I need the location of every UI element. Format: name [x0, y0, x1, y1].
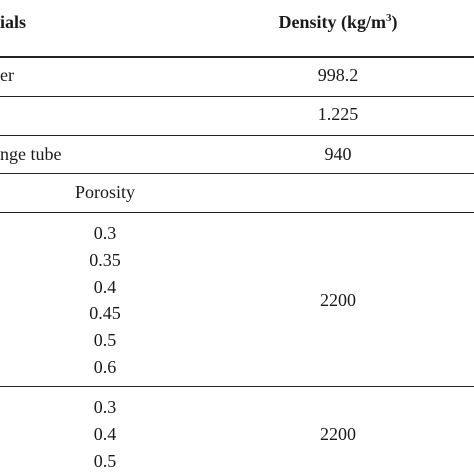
group1-density: 2200 [320, 290, 356, 310]
header-density-close: ) [391, 12, 398, 32]
group2-porosity: 0.3 [93, 397, 117, 417]
header-density-text: Density (kg/m [278, 12, 387, 32]
group1-porosity: 0.3 [93, 223, 117, 243]
row-divider [0, 212, 474, 213]
row-sponge-label: nge tube [0, 144, 62, 164]
group1-porosity: 0.35 [89, 250, 121, 270]
row-divider [0, 386, 474, 387]
row-sponge-density: 940 [324, 144, 352, 164]
row-water-label: er [0, 65, 14, 85]
header-materials: ials [0, 12, 27, 32]
group1-porosity: 0.4 [93, 277, 117, 297]
row-divider [0, 96, 474, 97]
header-density-exponent: 3 [386, 12, 392, 24]
row-divider [0, 135, 474, 136]
porosity-header: Porosity [74, 182, 136, 202]
group2-porosity: 0.5 [93, 451, 117, 471]
row-water-density: 998.2 [317, 65, 359, 85]
header-density: Density (kg/m3) [279, 12, 398, 33]
group2-density: 2200 [320, 424, 356, 444]
group1-porosity: 0.6 [93, 357, 117, 377]
header-rule [0, 56, 474, 58]
row-divider [0, 173, 474, 174]
group2-porosity: 0.4 [93, 424, 117, 444]
row-air-density: 1.225 [317, 104, 359, 124]
group1-porosity: 0.5 [93, 330, 117, 350]
group1-porosity: 0.45 [89, 303, 121, 323]
